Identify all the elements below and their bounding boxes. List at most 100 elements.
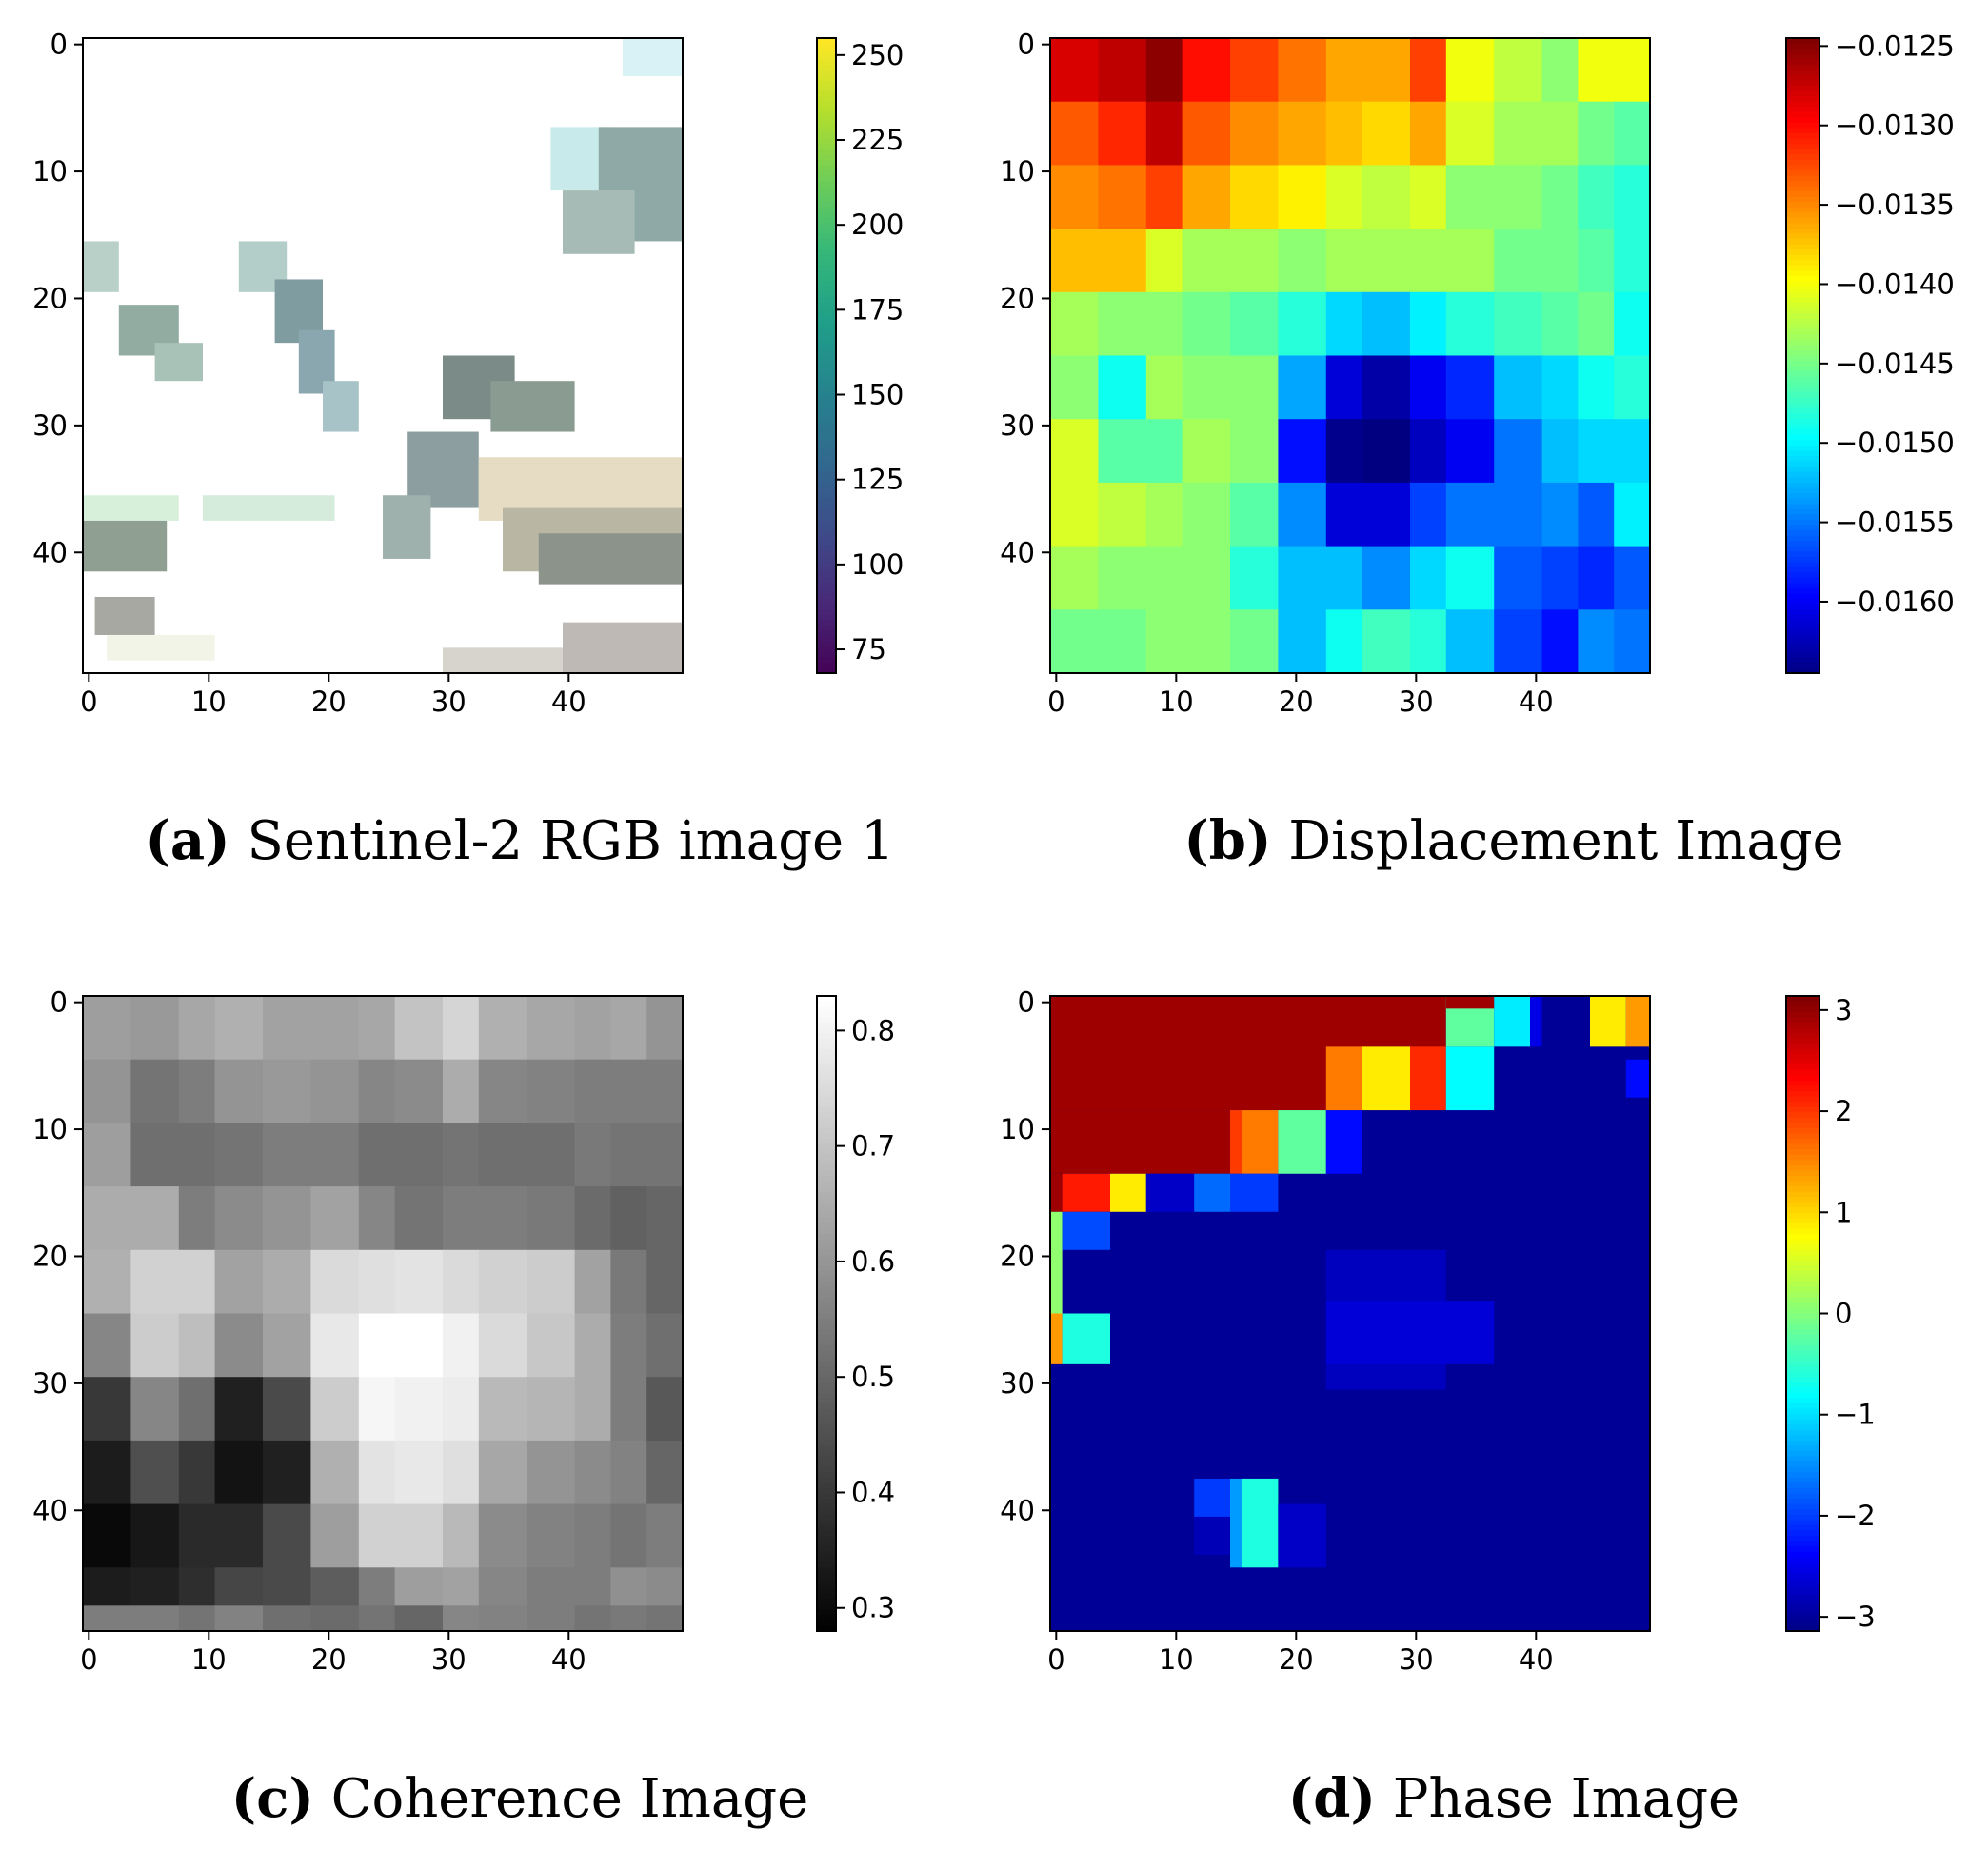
colorbar-segment (1786, 1487, 1819, 1495)
colorbar-segment (817, 1044, 836, 1050)
colorbar-segment (817, 1424, 836, 1431)
heatmap-cell (1541, 101, 1579, 166)
heatmap-cell (1410, 419, 1447, 484)
colorbar-segment (1786, 1392, 1819, 1400)
heatmap-cell (1230, 609, 1279, 674)
colorbar-segment (1786, 445, 1819, 452)
colorbar-segment (817, 1239, 836, 1246)
heatmap-cell (646, 1313, 684, 1378)
colorbar-segment (1786, 387, 1819, 394)
colorbar-segment (1786, 345, 1819, 351)
x-tick-label: 30 (431, 1643, 467, 1676)
heatmap-cell (1098, 291, 1147, 357)
heatmap-cell (1325, 355, 1363, 420)
heatmap-cell (1230, 165, 1279, 229)
x-tick-label: 10 (191, 1643, 227, 1676)
heatmap-cell (263, 1567, 311, 1606)
colorbar-segment (1786, 111, 1819, 119)
colorbar-segment (817, 1546, 836, 1553)
colorbar-segment (1786, 1361, 1819, 1367)
heatmap-cell (443, 1377, 480, 1441)
colorbar-segment (1786, 567, 1819, 574)
colorbar-segment (817, 1313, 836, 1320)
colorbar-segment (1786, 376, 1819, 384)
colorbar-tick-label: 200 (851, 209, 904, 241)
colorbar-segment (817, 1472, 836, 1479)
heatmap-cell (1242, 1478, 1279, 1568)
colorbar-segment (1786, 1551, 1819, 1558)
colorbar-segment (817, 308, 836, 314)
heatmap-cell (1410, 229, 1447, 293)
colorbar-segment (1786, 1319, 1819, 1325)
colorbar-segment (817, 154, 836, 161)
image-block (83, 495, 179, 521)
colorbar-segment (817, 487, 836, 494)
colorbar-segment (817, 434, 836, 442)
colorbar-segment (817, 1530, 836, 1537)
colorbar-segment (817, 1048, 836, 1055)
colorbar-segment (1786, 1615, 1819, 1621)
colorbar-segment (817, 318, 836, 325)
colorbar-segment (1786, 1096, 1819, 1103)
colorbar-tick-label: −0.0155 (1835, 507, 1955, 539)
heatmap-cell (214, 1440, 264, 1505)
colorbar-segment (1786, 487, 1819, 494)
heatmap-cell (1578, 101, 1615, 166)
colorbar-segment (1786, 1578, 1819, 1584)
colorbar-segment (1786, 361, 1819, 368)
colorbar-segment (1786, 1164, 1819, 1172)
heatmap-cell (1325, 38, 1363, 103)
colorbar-tick-label: 0 (1835, 1298, 1852, 1330)
caption-c-text: Coherence Image (330, 1768, 809, 1830)
heatmap-cell (1278, 419, 1327, 484)
heatmap-cell (178, 1313, 216, 1378)
colorbar-segment (817, 1085, 836, 1092)
heatmap-cell (1194, 1478, 1230, 1517)
heatmap-cell (1098, 101, 1147, 166)
colorbar-segment (1786, 64, 1819, 71)
heatmap-cell (1614, 609, 1651, 674)
x-tick-label: 30 (1399, 686, 1434, 718)
heatmap-cell (1098, 229, 1147, 293)
colorbar-segment (817, 588, 836, 595)
heatmap-cell (394, 1059, 444, 1123)
colorbar-segment (817, 59, 836, 66)
colorbar-segment (1786, 572, 1819, 579)
colorbar-segment (1786, 609, 1819, 616)
heatmap-cell (478, 1249, 527, 1315)
colorbar-segment (817, 144, 836, 150)
colorbar-segment (817, 440, 836, 447)
colorbar-segment (817, 334, 836, 341)
heatmap-cell (1410, 482, 1447, 547)
colorbar-segment (1786, 382, 1819, 388)
heatmap-cell (574, 1186, 611, 1251)
image-block (203, 495, 335, 521)
colorbar-segment (817, 53, 836, 61)
colorbar-segment (1786, 133, 1819, 140)
heatmap-cell (1494, 482, 1543, 547)
heatmap-cell (478, 1440, 527, 1505)
colorbar-segment (817, 450, 836, 457)
heatmap-cell (178, 1186, 216, 1251)
heatmap-cell (1614, 165, 1651, 229)
colorbar (817, 38, 836, 674)
colorbar-segment (817, 1255, 836, 1262)
colorbar-segment (1786, 498, 1819, 505)
heatmap-cell (83, 1440, 131, 1505)
colorbar-segment (1786, 482, 1819, 489)
heatmap-cell (178, 1377, 216, 1441)
colorbar-segment (817, 254, 836, 262)
colorbar-segment (1786, 1260, 1819, 1267)
colorbar-segment (817, 525, 836, 531)
heatmap-cell (83, 1249, 131, 1315)
colorbar-tick-label: 225 (851, 124, 904, 156)
colorbar-segment (1786, 641, 1819, 648)
heatmap-cell (1541, 291, 1579, 357)
image-block (623, 38, 683, 77)
colorbar-segment (1786, 397, 1819, 405)
heatmap-cell (1578, 165, 1615, 229)
heatmap-cell (1182, 419, 1231, 484)
colorbar-segment (1786, 202, 1819, 209)
heatmap-cell (1098, 38, 1147, 103)
x-tick-label: 40 (1519, 686, 1554, 718)
